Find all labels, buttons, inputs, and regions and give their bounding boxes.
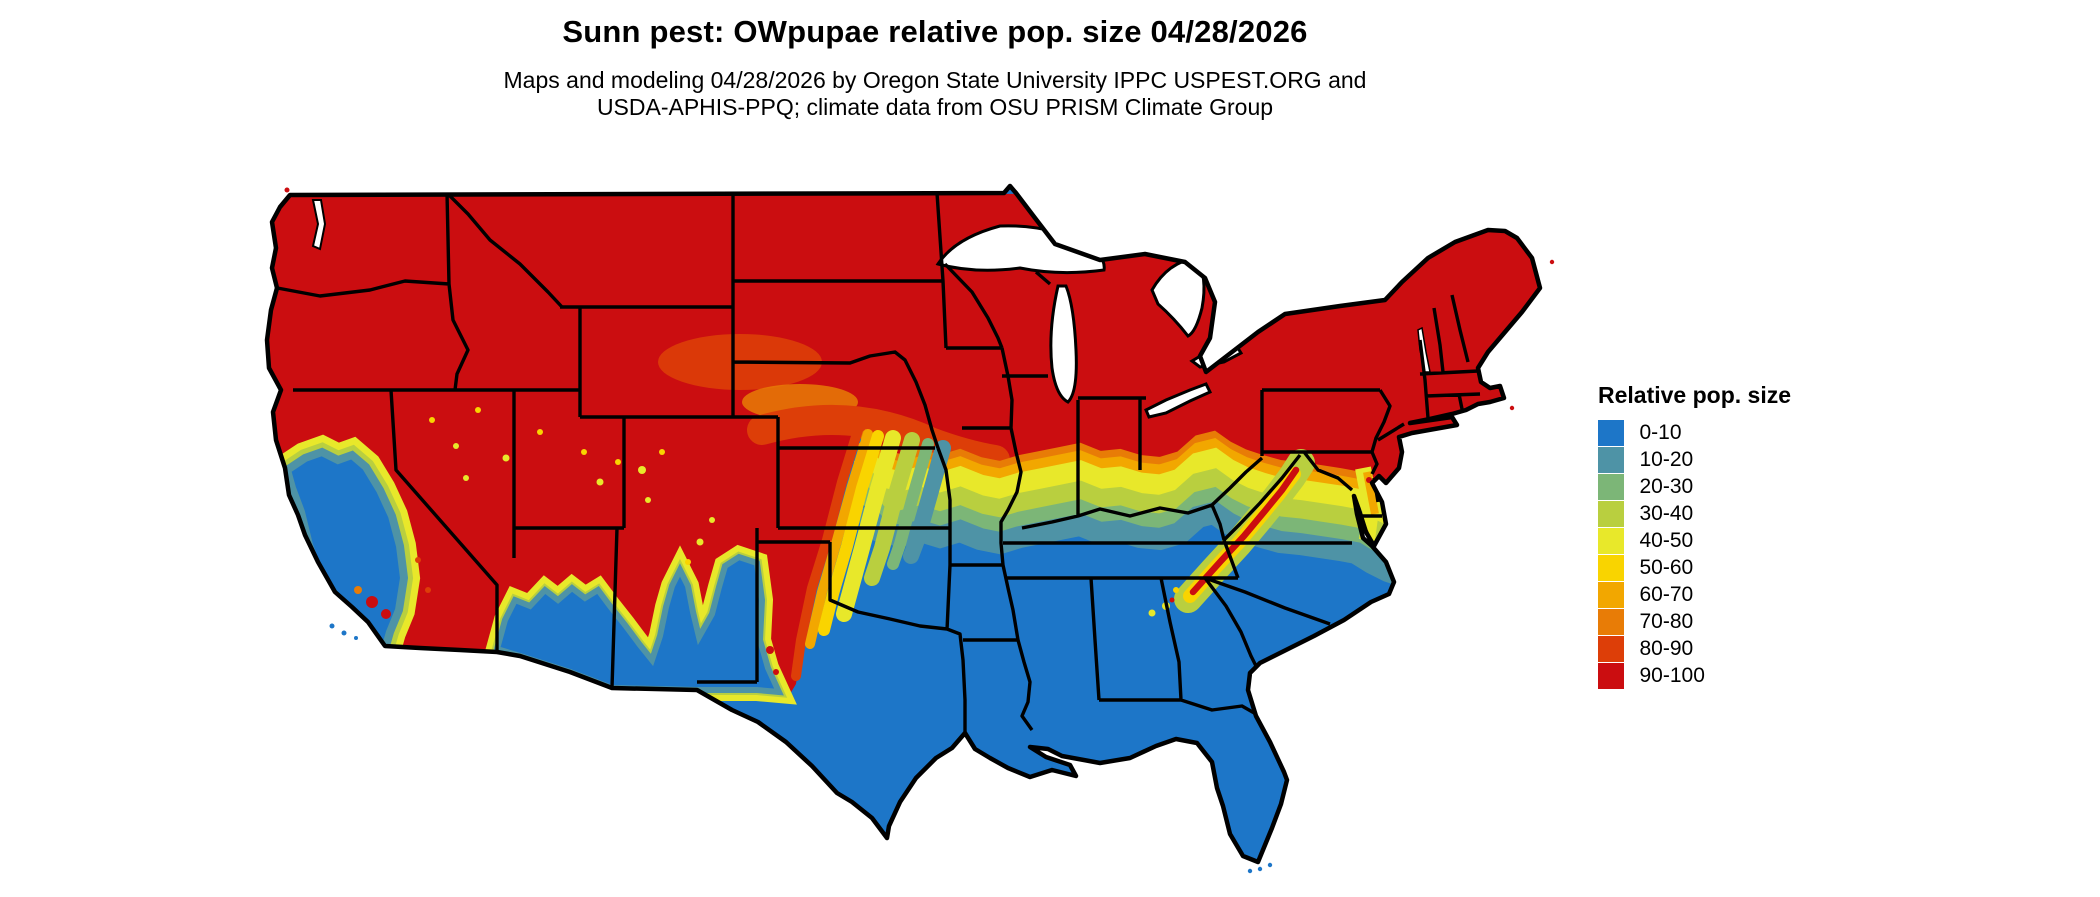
legend-label: 50-60 [1639,555,1694,579]
legend-swatch [1598,528,1624,554]
legend-swatch [1598,609,1624,635]
point-roberts [284,187,290,193]
map-wtx-mtn-patch [773,669,779,675]
map-west-speckles [415,407,715,593]
legend-item: 0-10 [1598,420,1791,446]
nantucket [1509,405,1515,411]
offshore-islands [284,187,1555,874]
legend-swatch [1598,636,1624,662]
map-socal-mtn-patch [366,596,378,608]
legend-item: 80-90 [1598,636,1791,662]
legend-swatch [1598,420,1624,446]
legend-swatch [1598,447,1624,473]
channel-island [354,636,358,640]
map-socal-mtn-patch [354,586,362,594]
legend-swatch [1598,555,1624,581]
legend-label: 10-20 [1639,447,1694,471]
maine-island [1549,259,1555,265]
channel-island [341,630,347,636]
map-appalachian-core [1189,466,1300,596]
florida-key [1267,862,1273,868]
florida-key [1247,868,1253,874]
legend-label: 30-40 [1639,501,1694,525]
subtitle-line-1: Maps and modeling 04/28/2026 by Oregon S… [503,67,1367,93]
legend-swatch [1598,501,1624,527]
header: Sunn pest: OWpupae relative pop. size 04… [0,14,1870,121]
page-title: Sunn pest: OWpupae relative pop. size 04… [562,14,1308,49]
map-bands-west-plains [791,425,951,681]
legend-label: 60-70 [1639,582,1694,606]
lake-michigan [1049,284,1078,404]
legend-label: 90-100 [1639,663,1705,687]
legend-item: 10-20 [1598,447,1791,473]
puget-sound [311,199,327,251]
legend-label: 70-80 [1639,609,1694,633]
channel-island [329,623,335,629]
legend-label: 20-30 [1639,474,1694,498]
legend-item: 70-80 [1598,609,1791,635]
legend-item: 60-70 [1598,582,1791,608]
legend-item: 50-60 [1598,555,1791,581]
map-wtx-mtn-patch [766,646,774,654]
lake-erie [1144,382,1213,419]
legend-swatch [1598,474,1624,500]
legend: Relative pop. size 0-10 10-20 20-30 30-4… [1598,382,1791,690]
legend-label: 0-10 [1639,420,1682,444]
subtitle-line-2: USDA-APHIS-PPQ; climate data from OSU PR… [596,94,1274,120]
legend-label: 80-90 [1639,636,1694,660]
florida-key [1257,866,1263,872]
legend-swatch [1598,582,1624,608]
legend-title: Relative pop. size [1598,382,1792,408]
legend-item: 40-50 [1598,528,1791,554]
legend-item: 30-40 [1598,501,1791,527]
legend-item: 90-100 [1598,663,1791,689]
legend-label: 40-50 [1639,528,1694,552]
legend-item: 20-30 [1598,474,1791,500]
legend-swatch [1598,663,1624,689]
map-socal-mtn-patch [381,609,391,619]
